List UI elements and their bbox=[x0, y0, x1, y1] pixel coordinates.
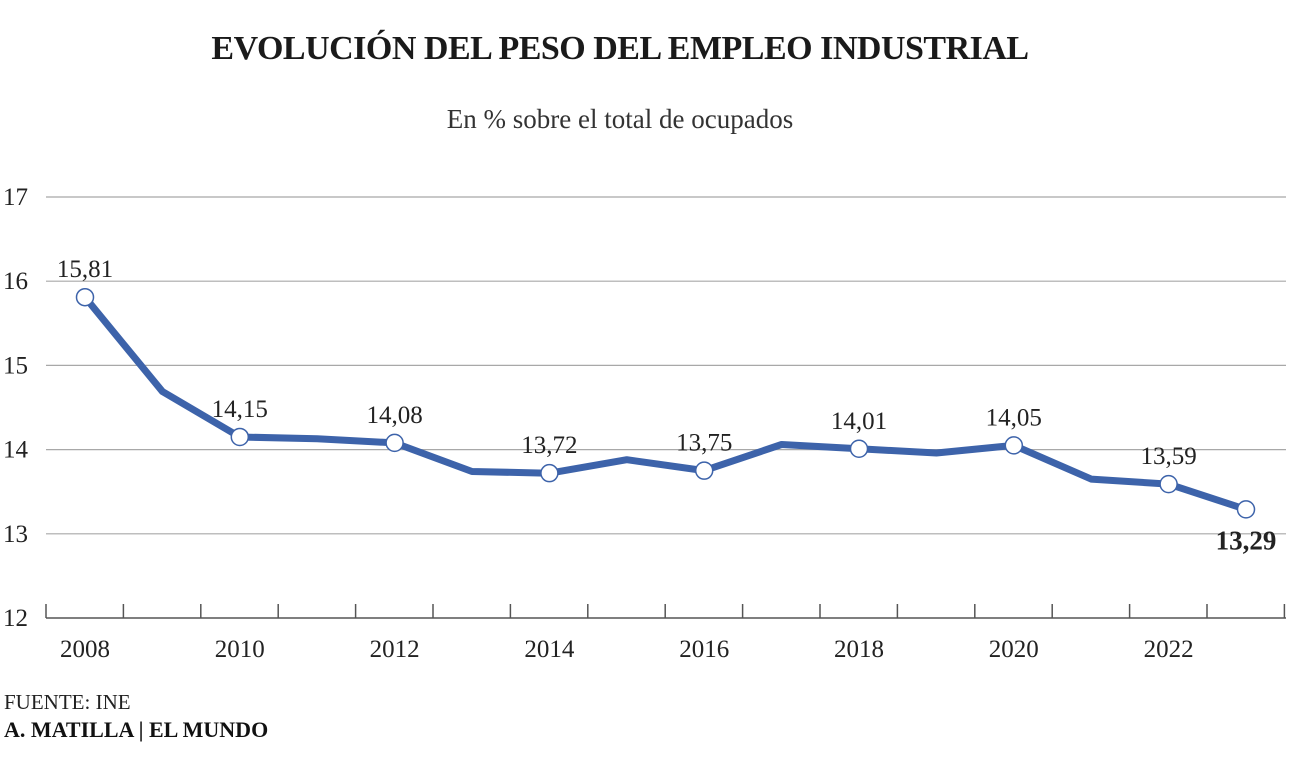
data-point bbox=[385, 433, 404, 453]
x-tick-label: 2010 bbox=[215, 636, 265, 663]
data-point bbox=[849, 439, 869, 459]
x-tick-label: 2014 bbox=[524, 636, 575, 663]
x-tick-label: 2018 bbox=[834, 636, 884, 663]
chart-title: EVOLUCIÓN DEL PESO DEL EMPLEO INDUSTRIAL bbox=[211, 30, 1029, 67]
data-label: 14,01 bbox=[831, 408, 887, 435]
data-labels: 15,81 14,15 14,08 13,72 13,75 14,01 14,05 13,59… bbox=[57, 256, 1277, 555]
y-axis-labels: 17 16 15 14 13 12 bbox=[3, 184, 29, 632]
data-point bbox=[1236, 500, 1256, 519]
y-tick-label: 13 bbox=[3, 521, 28, 548]
data-label: 13,59 bbox=[1140, 443, 1196, 470]
data-label: 14,08 bbox=[366, 402, 422, 429]
data-label: 15,81 bbox=[57, 256, 113, 283]
data-label: 14,05 bbox=[986, 404, 1042, 431]
chart-subtitle: En % sobre el total de ocupados bbox=[446, 104, 794, 134]
y-tick-label: 16 bbox=[3, 268, 28, 295]
x-tick-label: 2020 bbox=[989, 636, 1039, 663]
gridlines bbox=[46, 196, 1286, 535]
x-axis-labels: 2008 2010 2012 2014 2016 2018 2020 2022 bbox=[60, 636, 1194, 663]
y-tick-label: 12 bbox=[3, 605, 28, 632]
series-path bbox=[81, 293, 1250, 513]
data-label: 13,72 bbox=[521, 432, 577, 459]
credit-line: A. MATILLA | EL MUNDO bbox=[4, 717, 269, 742]
data-label: 14,15 bbox=[212, 396, 268, 423]
y-tick-label: 15 bbox=[3, 352, 28, 379]
data-point bbox=[230, 427, 250, 447]
x-tick-label: 2012 bbox=[370, 636, 420, 663]
data-point bbox=[75, 287, 95, 307]
data-point bbox=[1004, 436, 1024, 455]
series-line bbox=[81, 293, 1250, 513]
data-label: 13,75 bbox=[676, 430, 732, 457]
data-point bbox=[1159, 474, 1178, 494]
data-point bbox=[540, 463, 559, 483]
x-tick-label: 2022 bbox=[1144, 636, 1194, 663]
y-tick-label: 14 bbox=[3, 437, 29, 464]
source-note: FUENTE: INE bbox=[4, 690, 131, 714]
x-axis bbox=[45, 604, 1286, 619]
data-point bbox=[694, 461, 714, 480]
data-points bbox=[75, 287, 1256, 519]
y-tick-label: 17 bbox=[3, 184, 28, 211]
x-tick-label: 2016 bbox=[679, 636, 729, 663]
x-tick-label: 2008 bbox=[60, 636, 110, 663]
data-label: 13,29 bbox=[1216, 525, 1277, 555]
